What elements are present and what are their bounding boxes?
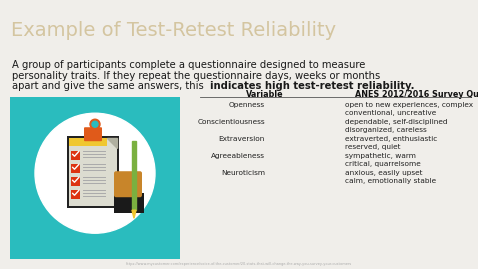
Text: reserved, quiet: reserved, quiet (345, 144, 401, 150)
Circle shape (35, 113, 155, 233)
Text: anxious, easily upset: anxious, easily upset (345, 171, 423, 176)
Text: open to new experiences, complex: open to new experiences, complex (345, 102, 473, 108)
FancyBboxPatch shape (71, 164, 80, 173)
FancyBboxPatch shape (69, 138, 117, 206)
Text: Example of Test-Retest Reliability: Example of Test-Retest Reliability (11, 21, 336, 40)
Text: personality traits. If they repeat the questionnaire days, weeks or months: personality traits. If they repeat the q… (12, 71, 380, 81)
FancyBboxPatch shape (71, 177, 80, 186)
Text: dependable, self-disciplined: dependable, self-disciplined (345, 119, 447, 125)
FancyBboxPatch shape (71, 190, 80, 199)
FancyBboxPatch shape (114, 193, 144, 213)
Polygon shape (132, 210, 136, 218)
Polygon shape (107, 138, 117, 148)
FancyBboxPatch shape (71, 151, 80, 160)
Text: conventional, uncreative: conventional, uncreative (345, 110, 436, 116)
FancyBboxPatch shape (67, 136, 119, 208)
Text: critical, quarrelsome: critical, quarrelsome (345, 161, 421, 167)
Text: Conscientiousness: Conscientiousness (197, 119, 265, 125)
Text: Neuroticism: Neuroticism (221, 171, 265, 176)
Polygon shape (132, 141, 136, 210)
Circle shape (90, 119, 100, 129)
Text: indicates high test-retest reliability.: indicates high test-retest reliability. (209, 82, 414, 91)
Circle shape (92, 121, 98, 127)
Text: Agreeableness: Agreeableness (211, 153, 265, 160)
FancyBboxPatch shape (69, 138, 107, 146)
Text: disorganized, careless: disorganized, careless (345, 127, 427, 133)
Text: extraverted, enthusiastic: extraverted, enthusiastic (345, 136, 437, 143)
Text: ANES 2012/2016 Survey Questions²: ANES 2012/2016 Survey Questions² (355, 90, 478, 100)
Text: calm, emotionally stable: calm, emotionally stable (345, 178, 436, 184)
Text: apart and give the same answers, this: apart and give the same answers, this (12, 82, 207, 91)
Text: A group of participants complete a questionnaire designed to measure: A group of participants complete a quest… (12, 61, 365, 70)
FancyBboxPatch shape (114, 171, 142, 197)
FancyBboxPatch shape (10, 97, 180, 259)
Text: https://www.mycustomer.com/experience/voice-of-the-customer/20-stats-that-will-c: https://www.mycustomer.com/experience/vo… (126, 262, 352, 266)
Text: sympathetic, warm: sympathetic, warm (345, 153, 416, 160)
Text: Extraversion: Extraversion (218, 136, 265, 143)
Text: Openness: Openness (229, 102, 265, 108)
FancyBboxPatch shape (84, 127, 102, 141)
Text: Variable: Variable (246, 90, 284, 100)
